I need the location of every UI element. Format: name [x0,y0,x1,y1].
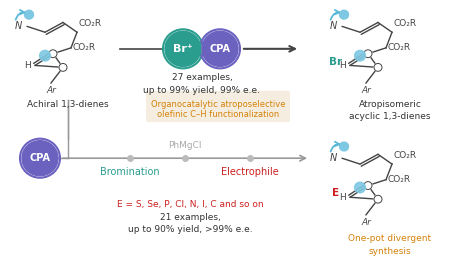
Text: E = S, Se, P, Cl, N, I, C and so on: E = S, Se, P, Cl, N, I, C and so on [117,200,264,209]
Text: CPA: CPA [29,153,51,163]
Text: Electrophile: Electrophile [221,167,279,177]
FancyArrowPatch shape [331,10,339,20]
Text: 21 examples,
up to 90% yield, >99% e.e.: 21 examples, up to 90% yield, >99% e.e. [128,213,252,234]
Circle shape [374,195,382,203]
Text: N: N [330,153,337,163]
Text: Ar: Ar [361,86,371,95]
Text: E: E [332,188,339,198]
Text: CO₂R: CO₂R [73,43,96,52]
Circle shape [40,50,50,61]
Text: Br: Br [329,56,343,67]
FancyArrowPatch shape [16,10,24,20]
Text: CPA: CPA [210,44,230,54]
Circle shape [165,31,201,66]
Text: H: H [24,61,31,70]
Circle shape [49,50,57,58]
Text: CO₂R: CO₂R [388,175,411,184]
Text: Achiral 1,3-dienes: Achiral 1,3-dienes [27,100,109,109]
Circle shape [25,10,34,19]
Text: One-pot divergent
synthesis: One-pot divergent synthesis [348,234,431,256]
Circle shape [364,182,372,190]
Text: PhMgCl: PhMgCl [168,141,202,150]
Circle shape [355,50,365,61]
Circle shape [59,63,67,71]
FancyArrowPatch shape [331,142,339,152]
Text: N: N [330,21,337,31]
Circle shape [355,182,365,193]
Circle shape [374,63,382,71]
Text: CO₂R: CO₂R [394,151,417,160]
Text: olefinic C–H functionalization: olefinic C–H functionalization [157,110,279,119]
Text: CO₂R: CO₂R [388,43,411,52]
Text: 27 examples,
up to 99% yield, 99% e.e.: 27 examples, up to 99% yield, 99% e.e. [144,73,261,95]
Text: Bromination: Bromination [100,167,160,177]
Text: Ar: Ar [361,218,371,227]
Text: Br⁺: Br⁺ [173,44,193,54]
Text: H: H [339,61,346,70]
Circle shape [364,50,372,58]
Text: Atropisomeric
acyclic 1,3-dienes: Atropisomeric acyclic 1,3-dienes [349,100,431,121]
Text: Organocatalytic atroposelective: Organocatalytic atroposelective [151,100,285,109]
Circle shape [202,31,238,66]
Text: CO₂R: CO₂R [394,19,417,28]
Text: CO₂R: CO₂R [79,19,102,28]
Circle shape [339,142,348,151]
FancyBboxPatch shape [146,91,290,122]
Circle shape [22,141,58,176]
Text: H: H [339,193,346,202]
Text: N: N [15,21,22,31]
Circle shape [339,10,348,19]
Text: Ar: Ar [46,86,56,95]
